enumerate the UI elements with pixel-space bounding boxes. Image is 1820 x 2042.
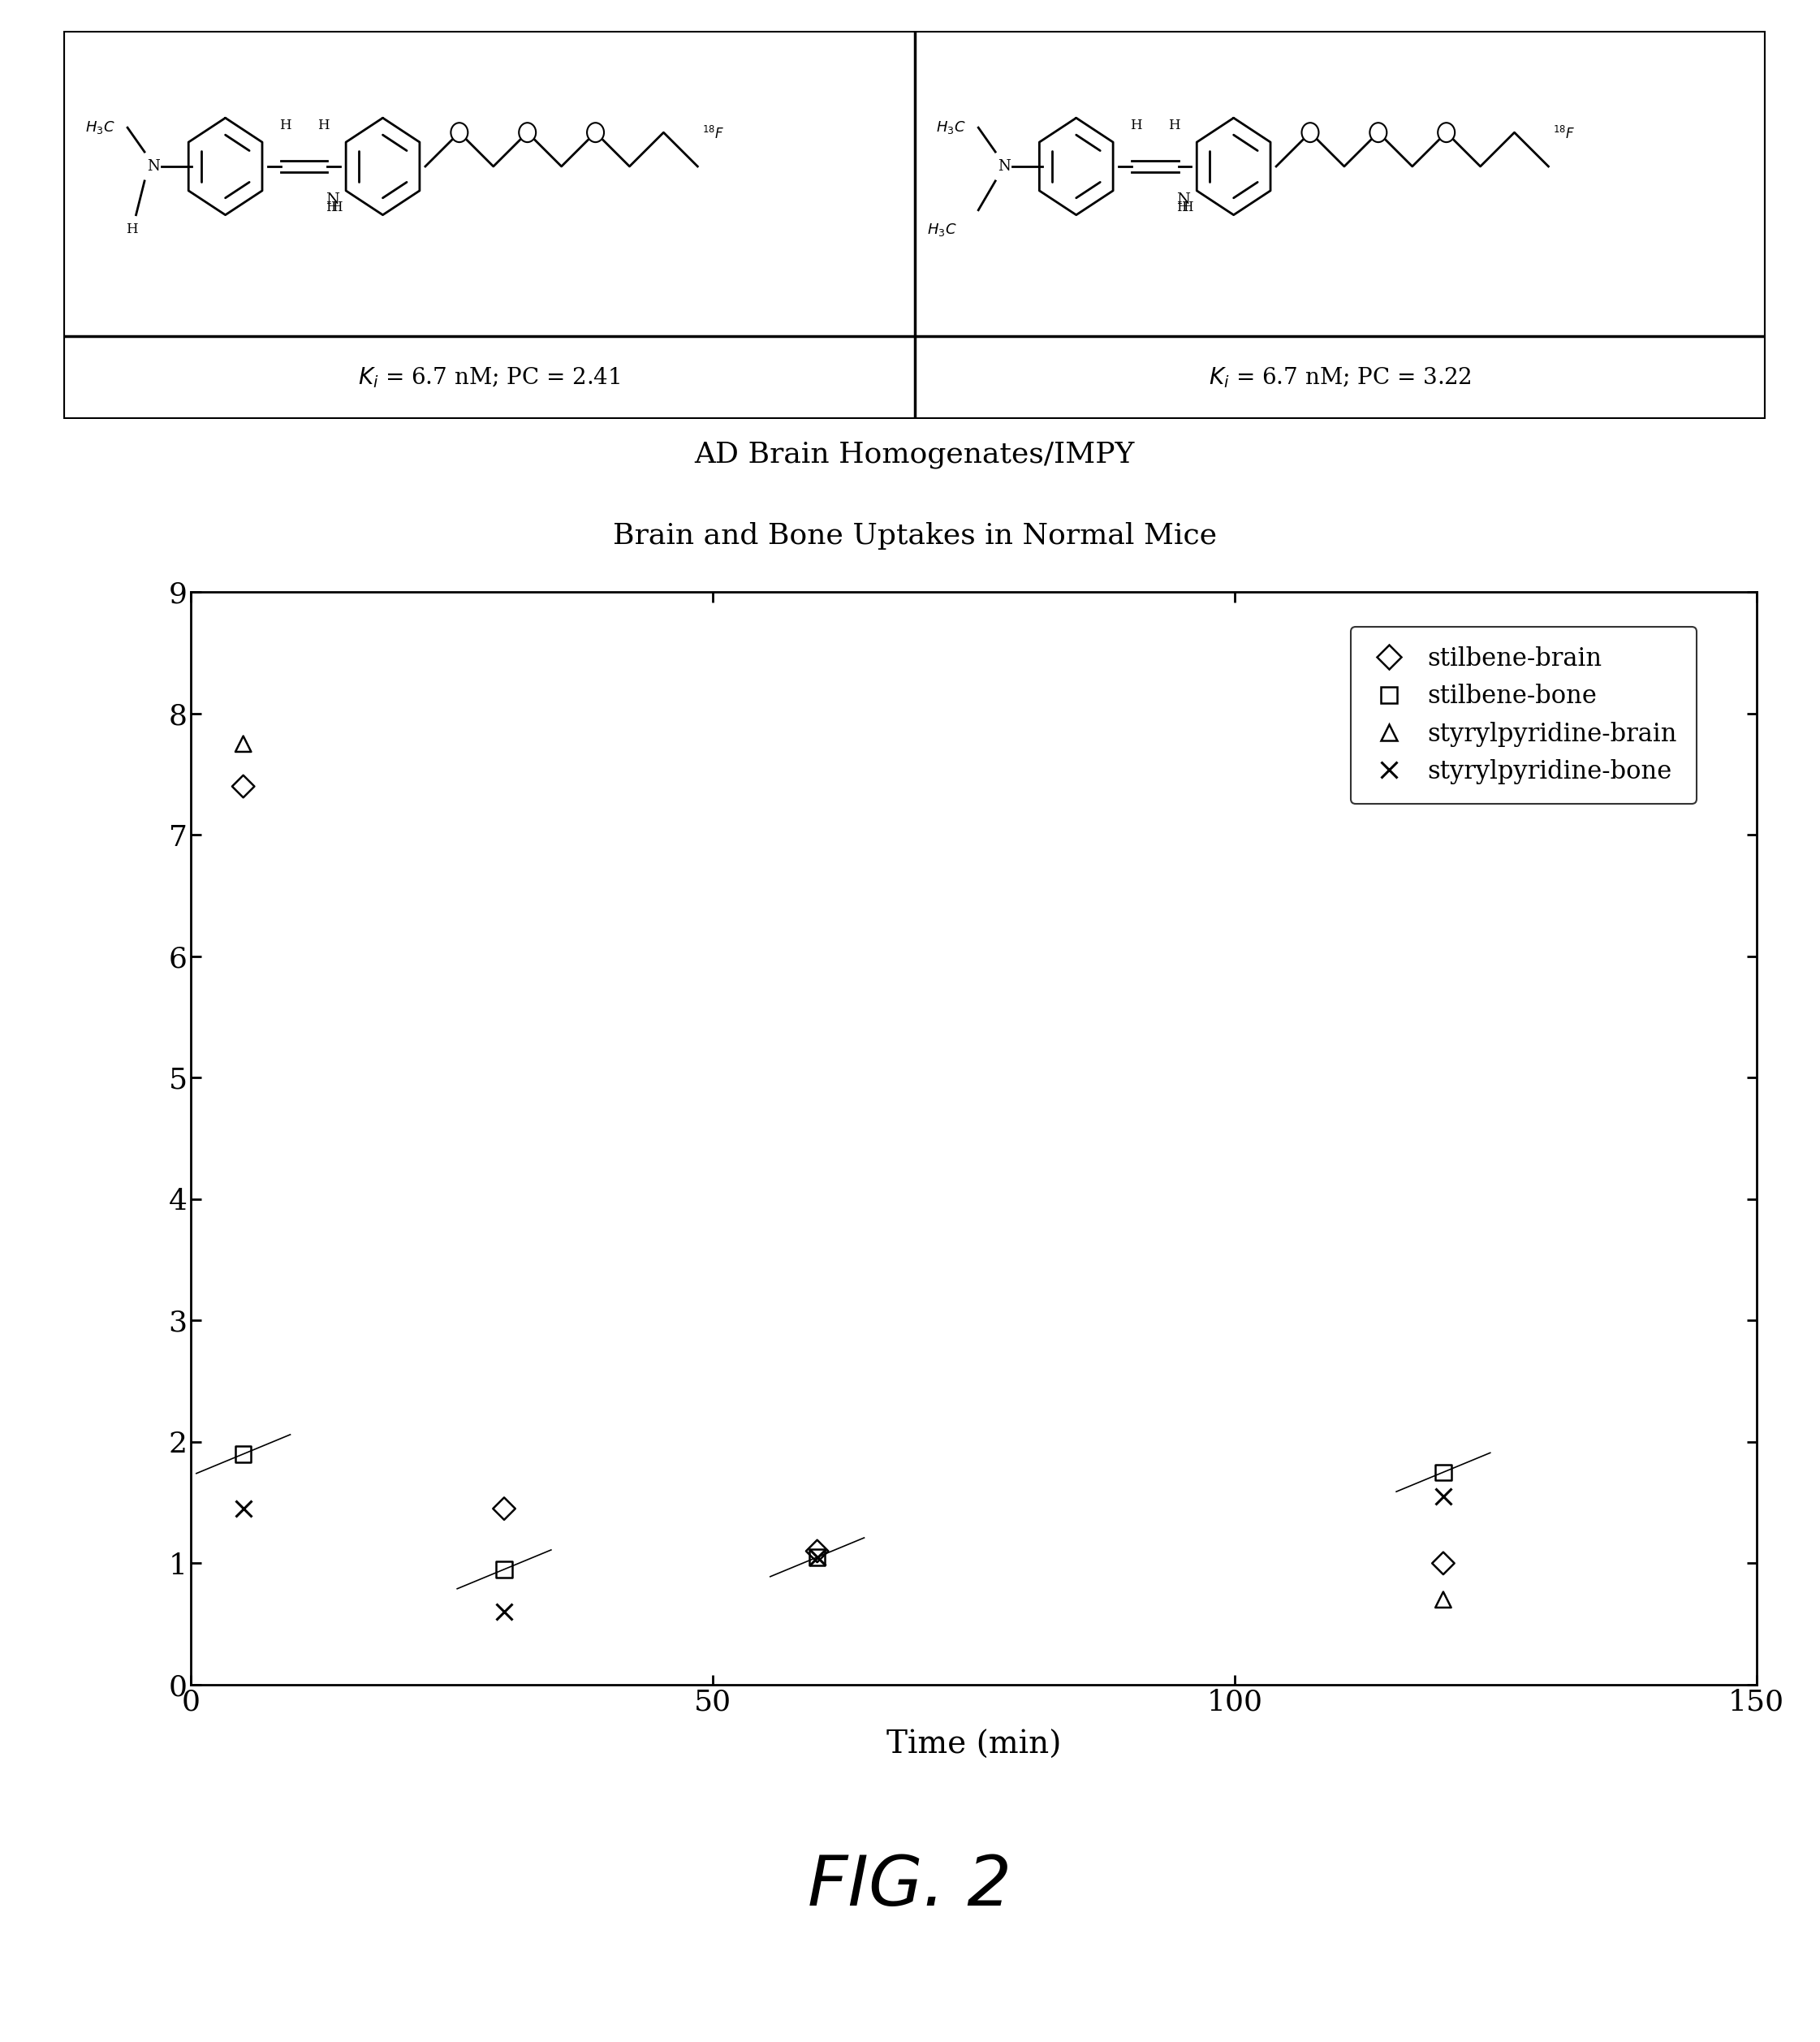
Text: H: H <box>1168 118 1179 133</box>
Text: H: H <box>126 223 138 237</box>
Point <box>1429 1456 1458 1489</box>
Point <box>490 1554 519 1587</box>
Point <box>229 1438 258 1470</box>
Text: H: H <box>326 200 339 214</box>
Circle shape <box>1301 123 1320 143</box>
Text: $K_i$ = 6.7 nM; PC = 3.22: $K_i$ = 6.7 nM; PC = 3.22 <box>1208 366 1471 390</box>
Text: H: H <box>329 200 342 214</box>
Point <box>803 1542 832 1574</box>
Text: $H_3C$: $H_3C$ <box>935 120 965 135</box>
Text: H: H <box>1130 118 1141 133</box>
Circle shape <box>451 123 468 143</box>
Text: N: N <box>147 159 160 174</box>
Text: H: H <box>1178 200 1188 214</box>
Text: N: N <box>997 159 1010 174</box>
Point <box>1429 1548 1458 1581</box>
Text: FIG. 2: FIG. 2 <box>808 1852 1012 1922</box>
Point <box>229 727 258 760</box>
Circle shape <box>1370 123 1387 143</box>
Text: $^{18}F$: $^{18}F$ <box>703 127 724 143</box>
Circle shape <box>1438 123 1454 143</box>
Circle shape <box>588 123 604 143</box>
Text: $K_i$ = 6.7 nM; PC = 2.41: $K_i$ = 6.7 nM; PC = 2.41 <box>359 366 621 390</box>
Text: $H_3C$: $H_3C$ <box>86 120 115 135</box>
Text: $^{18}F$: $^{18}F$ <box>1552 127 1574 143</box>
Text: Brain and Bone Uptakes in Normal Mice: Brain and Bone Uptakes in Normal Mice <box>613 523 1216 549</box>
Text: AD Brain Homogenates/IMPY: AD Brain Homogenates/IMPY <box>695 441 1134 468</box>
Text: N: N <box>326 192 340 206</box>
Text: H: H <box>278 118 291 133</box>
Point <box>229 770 258 803</box>
Text: $H_3C$: $H_3C$ <box>928 221 957 237</box>
Legend: stilbene-brain, stilbene-bone, styrylpyridine-brain, styrylpyridine-bone: stilbene-brain, stilbene-bone, styrylpyr… <box>1350 627 1696 805</box>
X-axis label: Time (min): Time (min) <box>886 1730 1061 1760</box>
Text: H: H <box>1181 200 1192 214</box>
Circle shape <box>519 123 535 143</box>
Point <box>1429 1583 1458 1615</box>
Point <box>490 1493 519 1525</box>
Text: N: N <box>1176 192 1190 206</box>
Text: H: H <box>317 118 329 133</box>
Point <box>803 1536 832 1568</box>
